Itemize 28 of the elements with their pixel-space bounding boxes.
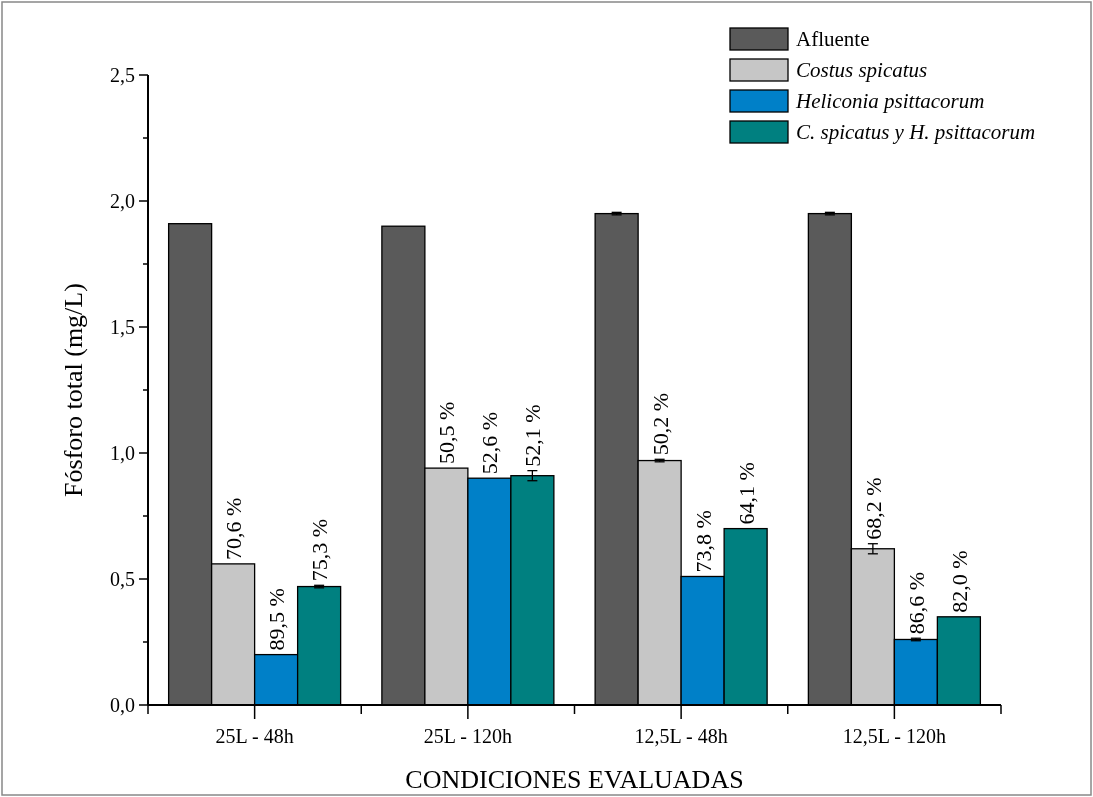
annotation: 50,2 % [647, 392, 673, 456]
legend-label: Afluente [796, 27, 870, 52]
x-tick-label: 25L - 48h [215, 725, 294, 747]
annotation: 82,0 % [946, 550, 972, 613]
annotation: 75,3 % [307, 518, 333, 582]
x-axis-title: CONDICIONES EVALUADAS [405, 765, 744, 794]
annotation: 64,1 % [733, 462, 759, 525]
y-tick-label: 1,5 [110, 316, 135, 338]
annotation: 73,8 % [690, 510, 716, 573]
legend-label: Costus spicatus [796, 58, 928, 83]
x-tick-label: 25L - 120h [423, 725, 512, 747]
y-tick-label: 0,0 [110, 694, 135, 716]
x-tick-label: 12,5L - 120h [842, 725, 946, 747]
legend-label: Heliconia psittacorum [795, 89, 985, 114]
y-tick-label: 0,5 [110, 568, 135, 590]
annotation: 52,6 % [477, 411, 503, 475]
legend-label: C. spicatus y H. psittacorum [796, 120, 1036, 145]
annotation: 68,2 % [860, 477, 886, 540]
annotation: 86,6 % [903, 571, 929, 635]
annotation: 50,5 % [434, 401, 460, 465]
annotation: 89,5 % [264, 588, 290, 651]
annotation: 70,6 % [221, 497, 247, 560]
annotation: 52,1 % [520, 404, 546, 467]
x-tick-label: 12,5L - 48h [634, 725, 728, 747]
y-tick-label: 2,5 [110, 64, 135, 86]
y-tick-label: 2,0 [110, 190, 135, 212]
y-tick-label: 1,0 [110, 442, 135, 464]
y-axis-title: Fósforo total (mg/L) [59, 283, 88, 497]
